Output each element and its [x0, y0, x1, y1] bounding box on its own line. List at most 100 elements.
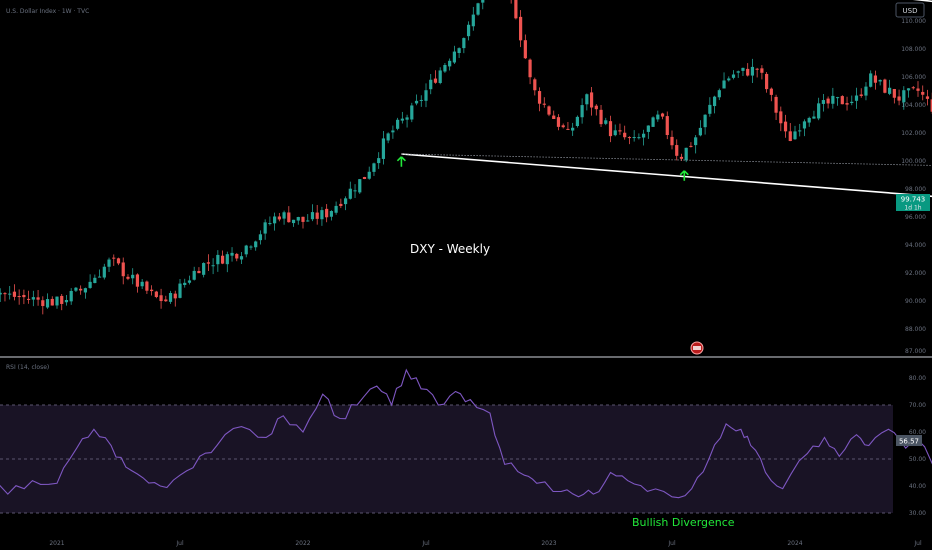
last-price-badge: 99.743 1d 1h — [896, 194, 930, 212]
candle-body — [429, 79, 433, 90]
candle-body — [126, 276, 130, 279]
candle-body — [97, 276, 102, 278]
candle-body — [443, 64, 447, 72]
candle-body — [608, 121, 613, 137]
candle-body — [329, 211, 333, 217]
candle-body — [287, 212, 291, 223]
candle-body — [315, 212, 319, 219]
candle-body — [911, 87, 915, 89]
up-arrow-icon — [396, 156, 406, 167]
candle-body — [282, 212, 286, 219]
bar-countdown: 1d 1h — [904, 205, 921, 212]
channel-line — [401, 153, 932, 198]
time-axis[interactable]: 2021Jul2022Jul2023Jul2024Jul2025Jul2026J… — [49, 540, 932, 547]
candle-body — [878, 79, 882, 82]
candle-body — [386, 133, 390, 141]
price-tick-label: 110.000 — [901, 18, 926, 25]
candle-body — [258, 234, 263, 241]
candle-body — [27, 298, 31, 300]
price-tick-label: 88.000 — [905, 326, 926, 333]
candle-body — [419, 99, 423, 101]
candle-body — [722, 80, 726, 89]
candle-body — [291, 219, 296, 224]
candle-body — [575, 116, 579, 127]
candle-body — [372, 163, 376, 172]
price-tick-label: 98.000 — [905, 186, 926, 193]
candle-body — [774, 96, 778, 113]
candle-body — [537, 91, 542, 104]
candle-body — [164, 299, 168, 302]
candle-body — [533, 79, 537, 91]
candle-body — [277, 216, 281, 220]
candle-body — [235, 253, 239, 259]
time-tick-label: 2022 — [295, 540, 310, 547]
candle-body — [547, 106, 551, 115]
candle-body — [627, 137, 632, 139]
candle-body — [88, 281, 92, 288]
candle-body — [679, 156, 684, 159]
candle-body — [112, 257, 116, 259]
candle-body — [64, 300, 69, 303]
candle-body — [675, 145, 679, 156]
candle-body — [727, 78, 731, 81]
candle-body — [651, 117, 655, 127]
candle-body — [835, 97, 840, 99]
chart-logo-icon[interactable] — [690, 341, 704, 355]
candle-body — [452, 51, 456, 63]
candle-body — [405, 117, 409, 120]
candle-body — [433, 78, 438, 83]
time-tick-label: Jul — [667, 540, 676, 547]
candle-body — [55, 296, 59, 306]
candle-body — [31, 297, 35, 300]
price-tick-label: 104.000 — [901, 102, 926, 109]
candle-body — [36, 297, 40, 300]
candle-body — [783, 121, 788, 132]
candle-body — [396, 119, 400, 129]
candle-body — [358, 179, 362, 193]
candle-body — [254, 241, 258, 248]
candle-body — [793, 131, 797, 140]
candle-body — [481, 0, 485, 3]
candle-body — [230, 252, 234, 256]
candle-body — [12, 291, 17, 297]
candle-body — [273, 216, 277, 224]
candle-body — [580, 105, 584, 118]
candle-body — [769, 88, 773, 95]
candle-body — [864, 86, 868, 96]
rsi-tick-label: 70.00 — [909, 402, 926, 409]
candle-body — [883, 79, 887, 93]
candle-body — [83, 288, 87, 293]
candle-body — [466, 24, 471, 37]
candle-body — [859, 94, 863, 96]
candle-body — [3, 293, 7, 295]
currency-button[interactable]: USD — [895, 2, 925, 18]
candle-body — [107, 259, 111, 267]
price-tick-label: 108.000 — [901, 46, 926, 53]
candle-body — [410, 105, 414, 120]
candle-body — [268, 223, 272, 225]
candle-body — [765, 73, 769, 90]
candle-body — [239, 256, 244, 260]
time-tick-label: Jul — [421, 540, 430, 547]
candle-body — [50, 298, 54, 306]
candle-body — [585, 94, 589, 105]
candle-body — [571, 127, 575, 131]
candle-body — [717, 90, 721, 98]
candle-body — [339, 203, 343, 206]
candle-body — [888, 87, 892, 94]
candle-body — [438, 70, 442, 84]
candle-body — [637, 137, 641, 139]
candle-body — [656, 114, 660, 120]
candle-body — [906, 88, 911, 91]
rsi-pane: 80.00 70.00 60.00 50.00 40.00 30.00 RSI (14, … — [0, 364, 932, 529]
candle-body — [220, 255, 225, 264]
candle-body — [0, 292, 2, 295]
candle-body — [310, 212, 315, 220]
candle-body — [802, 121, 807, 129]
candle-body — [367, 171, 371, 179]
candle-body — [892, 89, 896, 98]
price-tick-label: 90.000 — [905, 298, 926, 305]
candle-body — [74, 287, 78, 291]
candle-body — [343, 198, 348, 205]
candle-body — [642, 133, 646, 138]
